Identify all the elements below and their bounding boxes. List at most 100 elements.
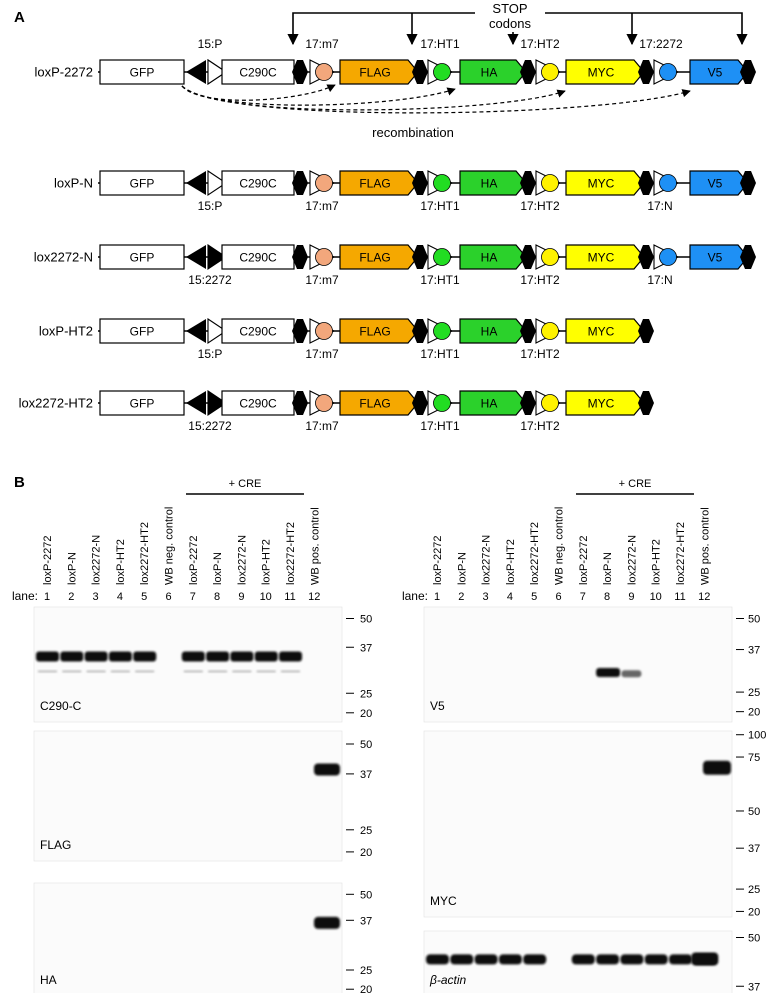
recombination-label: recombination xyxy=(372,125,454,140)
ha-box xyxy=(459,59,527,85)
lane-name: loxP-2272 xyxy=(42,535,54,585)
constructs: loxP-2272 GFP C290C FLAG HA MYC V5 loxP-N GFP C29… xyxy=(19,58,756,433)
linker-hexagon xyxy=(638,171,654,195)
actin-band xyxy=(450,954,474,965)
site-label-15-P: 15:P xyxy=(198,37,223,51)
site-m7-circle xyxy=(315,63,333,81)
faint-band xyxy=(110,670,130,673)
construct-loxP-N: loxP-N GFP C290C FLAG HA MYC V5 15:P 17:m7 17:HT1… xyxy=(54,169,756,213)
top-site-labels: 15:P 17:m7 17:HT1 17:HT2 17:2272 xyxy=(198,37,683,51)
lane-number: 4 xyxy=(117,591,123,603)
linker-hexagon xyxy=(412,171,428,195)
blot-C290-C: C290-C 50 37 25 20 xyxy=(33,606,372,723)
c290c-bands xyxy=(36,651,302,673)
c290c-box xyxy=(221,244,295,270)
gfp-label: GFP xyxy=(130,251,155,265)
marker-label: 37 xyxy=(748,645,760,657)
site-n-circle xyxy=(659,248,677,266)
linker-hexagon xyxy=(292,391,308,415)
lane-name: loxP-N xyxy=(66,552,78,585)
site-m7-circle xyxy=(315,322,333,340)
blot-membrane xyxy=(33,730,343,862)
faint-band xyxy=(208,670,228,673)
site-label-17-HT1: 17:HT1 xyxy=(420,37,460,51)
construct-lox2272-N: lox2272-N GFP C290C FLAG HA MYC V5 15:2272 17:m7… xyxy=(34,243,756,287)
lane-name: loxP-2272 xyxy=(578,535,590,585)
myc-box-label: MYC xyxy=(588,251,615,265)
left-blot-panel: loxP-2272 1 loxP-N 2 lox2272-N 3 loxP-HT2 4 lox2… xyxy=(12,478,372,993)
blot-name: FLAG xyxy=(40,838,71,852)
linker-hexagon xyxy=(740,245,756,269)
faint-band xyxy=(232,670,252,673)
lox15-triangle-a xyxy=(186,319,206,343)
recombination-arrows: recombination xyxy=(181,84,691,140)
marker-label: 20 xyxy=(360,708,372,720)
faint-band xyxy=(38,670,57,673)
site-label: 17:HT1 xyxy=(420,199,460,213)
v5-band xyxy=(596,667,621,677)
site-label: 17:m7 xyxy=(305,347,339,361)
linker-hexagon xyxy=(740,171,756,195)
site-ht1-circle xyxy=(433,322,451,340)
gfp-box xyxy=(99,390,185,416)
marker-label: 20 xyxy=(360,847,372,859)
gfp-label: GFP xyxy=(130,177,155,191)
lane-number: 3 xyxy=(93,591,99,603)
lox15-triangle-b xyxy=(207,389,227,417)
stop-codons-bracket: STOP codons xyxy=(287,1,748,46)
blot-HA: HA 50 37 25 20 xyxy=(33,882,372,993)
site-label: 17:m7 xyxy=(305,199,339,213)
ha-box-label: HA xyxy=(481,177,498,191)
lane-name: loxP-N xyxy=(602,552,614,585)
site-m7-circle xyxy=(315,174,333,192)
panel-a-label: A xyxy=(14,9,25,26)
lane-number: 8 xyxy=(604,591,610,603)
lane-name: loxP-HT2 xyxy=(505,539,517,585)
blot-membrane xyxy=(423,730,733,918)
lane-name: WB neg. control xyxy=(554,507,566,585)
lane-number: 12 xyxy=(308,591,320,603)
lane-name: WB neg. control xyxy=(164,507,176,585)
lane-name: loxP-HT2 xyxy=(115,539,127,585)
gfp-box xyxy=(99,318,185,344)
flag-box-label: FLAG xyxy=(359,325,390,339)
band xyxy=(36,651,59,662)
cre-label: + CRE xyxy=(229,478,262,490)
linker-hexagon xyxy=(520,60,536,84)
flag-box-label: FLAG xyxy=(359,66,390,80)
construct-loxP-HT2: loxP-HT2 GFP C290C FLAG HA MYC 15:P 17:m7 17:HT1… xyxy=(39,317,654,361)
lane-name: loxP-N xyxy=(456,552,468,585)
lane-number: 1 xyxy=(434,591,440,603)
gfp-label: GFP xyxy=(130,397,155,411)
linker-hexagon xyxy=(292,60,308,84)
lane-number: 10 xyxy=(260,591,272,603)
ha-box-label: HA xyxy=(481,325,498,339)
site-ht2-circle xyxy=(541,248,559,266)
blot-MYC: MYC 100 75 50 37 25 20 xyxy=(423,730,766,918)
c290c-label: C290C xyxy=(239,177,277,191)
flag-box-label: FLAG xyxy=(359,251,390,265)
site-label: 15:2272 xyxy=(188,419,232,433)
ha-box-label: HA xyxy=(481,397,498,411)
site-m7-circle xyxy=(315,248,333,266)
site-ht2-circle xyxy=(541,63,559,81)
marker-label: 50 xyxy=(360,889,372,901)
flag-box xyxy=(339,59,419,85)
lane-number: 2 xyxy=(458,591,464,603)
ha-box xyxy=(459,170,527,196)
linker-hexagon xyxy=(412,245,428,269)
linker-hexagon xyxy=(520,171,536,195)
lane-name: lox2272-HT2 xyxy=(675,522,687,585)
band xyxy=(206,651,230,662)
faint-band xyxy=(256,670,276,673)
blot-FLAG: FLAG 50 37 25 20 xyxy=(33,730,372,862)
site-label: 17:HT1 xyxy=(420,273,460,287)
lane-number: 6 xyxy=(555,591,561,603)
site-label: 17:HT2 xyxy=(520,347,560,361)
lox15-triangle-a xyxy=(186,171,206,195)
lox15-triangle-a xyxy=(186,245,206,269)
faint-band xyxy=(281,670,300,673)
marker-label: 50 xyxy=(748,806,760,818)
lane-word: lane: xyxy=(12,589,38,603)
linker-hexagon xyxy=(638,245,654,269)
